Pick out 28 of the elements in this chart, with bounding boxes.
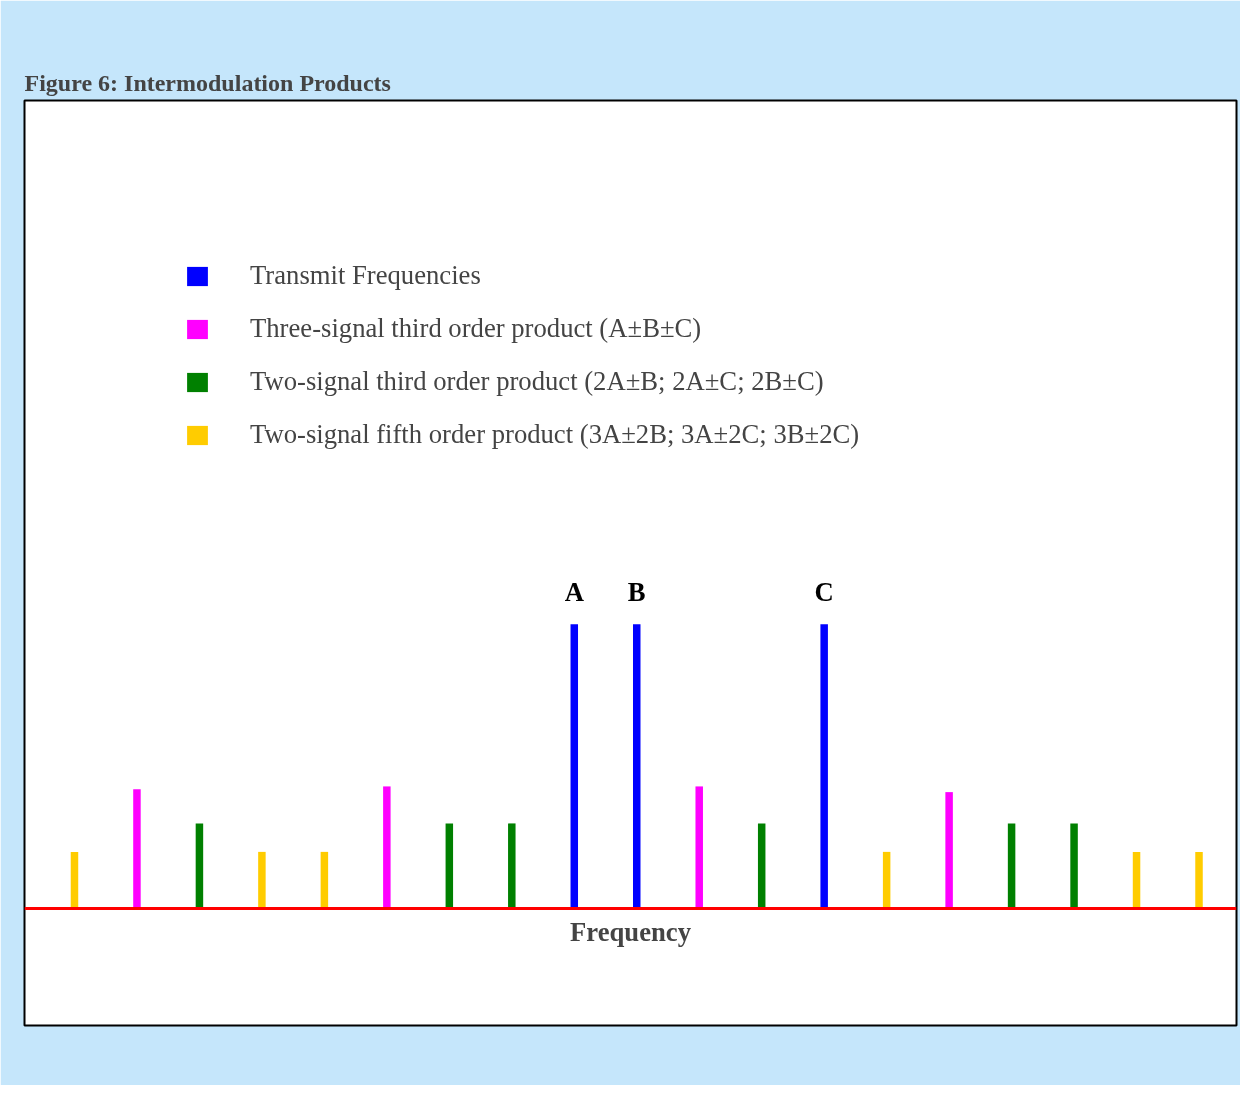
legend-label: Two-signal fifth order product (3A±2B; 3A±2C; 3B±2C)	[250, 419, 860, 450]
x-tick-label: A	[564, 577, 585, 608]
x-tick-label: B	[627, 577, 646, 608]
bar	[1007, 823, 1016, 909]
x-axis-title: Frequency	[570, 916, 692, 947]
bar	[945, 792, 953, 909]
legend-label: Three-signal third order product (A±B±C)	[250, 313, 702, 344]
bar	[258, 851, 266, 909]
bar	[133, 789, 141, 909]
chart-title: Figure 6: Intermodulation Products	[24, 69, 391, 96]
bar	[1132, 851, 1141, 909]
bar	[508, 823, 516, 909]
bar	[757, 823, 766, 909]
bar	[882, 851, 891, 909]
legend-label: Two-signal third order product (2A±B; 2A±C; 2B±C)	[250, 366, 824, 397]
bar	[320, 851, 329, 909]
bar	[195, 823, 204, 909]
bar	[1070, 823, 1078, 909]
x-tick-label: C	[814, 577, 834, 608]
bar	[70, 851, 79, 909]
bar	[695, 786, 703, 909]
bar	[820, 624, 828, 909]
bar	[383, 786, 391, 909]
bar	[445, 823, 454, 909]
bar	[633, 624, 641, 909]
bar	[570, 624, 579, 909]
legend-label: Transmit Frequencies	[250, 260, 481, 291]
bar	[1195, 851, 1203, 909]
